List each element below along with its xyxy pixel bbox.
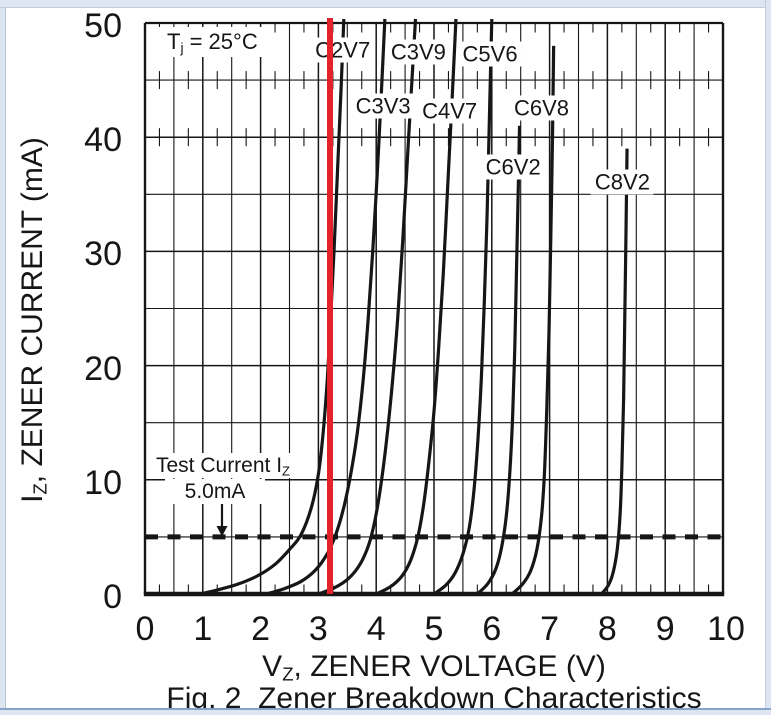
curve-label-text: C4V7 xyxy=(422,98,478,124)
curve-label-C2V7: C2V7 xyxy=(311,37,375,63)
x-tick-label: 3 xyxy=(308,610,328,648)
x-tick-label: 8 xyxy=(597,610,617,648)
test-current-label: Test Current IZ xyxy=(147,453,299,478)
y-tick-label: 20 xyxy=(84,349,122,388)
curve-C6V8 xyxy=(510,45,556,596)
curve-label-text: C2V7 xyxy=(315,37,371,63)
page-edge-right xyxy=(765,0,771,715)
arrow-down-icon xyxy=(216,526,228,537)
curve-label-C8V2: C8V2 xyxy=(590,169,654,195)
x-tick-label: 2 xyxy=(251,610,271,648)
x-tick-label: 10 xyxy=(707,610,745,648)
y-tick-label: 40 xyxy=(84,121,122,160)
test-current-value: 5.0mA xyxy=(165,479,265,504)
curve-C3V9 xyxy=(317,18,418,596)
curve-label-text: C6V2 xyxy=(485,154,541,180)
y-tick-label: 10 xyxy=(84,463,122,502)
x-axis-title: VZ, ZENER VOLTAGE (V) xyxy=(234,650,634,685)
curve-C3V3 xyxy=(265,18,387,596)
curve-label-C3V3: C3V3 xyxy=(351,93,415,119)
x-title-subscript: Z xyxy=(282,663,294,685)
test-current-text: Test Current I xyxy=(156,454,283,477)
curve-label-text: C3V3 xyxy=(355,93,411,119)
red-marker-line xyxy=(327,18,334,594)
curve-label-C6V8: C6V8 xyxy=(509,95,574,120)
y-title-text: , ZENER CURRENT (mA) xyxy=(16,137,49,484)
y-tick-label: 0 xyxy=(103,578,122,616)
y-tick-label: 50 xyxy=(84,7,122,45)
tj-symbol: T xyxy=(167,29,181,54)
curve-C4V7 xyxy=(375,18,458,596)
x-tick-label: 0 xyxy=(135,610,155,648)
x-title-symbol: V xyxy=(262,650,283,683)
curve-label-text: C3V9 xyxy=(390,39,446,65)
test-current-subscript: Z xyxy=(282,463,290,479)
x-tick-label: 6 xyxy=(482,610,502,648)
y-axis-title: IZ, ZENER CURRENT (mA) xyxy=(13,120,53,520)
y-title-subscript: Z xyxy=(29,483,51,495)
test-current-dashed-line xyxy=(145,503,723,540)
page-edge-bottom xyxy=(0,708,771,715)
curve-label-text: C5V6 xyxy=(462,41,518,67)
tj-value: = 25°C xyxy=(183,29,258,54)
tj-subscript: j xyxy=(180,40,184,56)
x-tick-label: 9 xyxy=(655,610,675,648)
curve-label-C6V2: C6V2 xyxy=(481,154,545,180)
x-tick-label: 4 xyxy=(366,610,386,648)
curve-label-text: C8V2 xyxy=(594,169,650,195)
curve-label-text: C6V8 xyxy=(513,95,570,120)
curve-label-C5V6: C5V6 xyxy=(458,41,522,67)
junction-temperature-annotation: Tj = 25°C xyxy=(158,27,267,57)
x-tick-label: 7 xyxy=(540,610,560,648)
page-edge-top xyxy=(0,0,771,8)
page-edge-left xyxy=(0,0,6,715)
curve-C6V2 xyxy=(476,125,522,596)
curve-label-C4V7: C4V7 xyxy=(418,98,482,124)
y-title-symbol: I xyxy=(16,494,49,503)
curve-label-C3V9: C3V9 xyxy=(386,39,450,65)
curve-C2V7 xyxy=(199,18,346,596)
x-tick-label: 1 xyxy=(193,610,213,648)
x-tick-label: 5 xyxy=(424,610,444,648)
curve-C8V2 xyxy=(600,148,629,596)
x-title-text: , ZENER VOLTAGE (V) xyxy=(293,650,606,683)
y-tick-label: 30 xyxy=(84,235,122,274)
